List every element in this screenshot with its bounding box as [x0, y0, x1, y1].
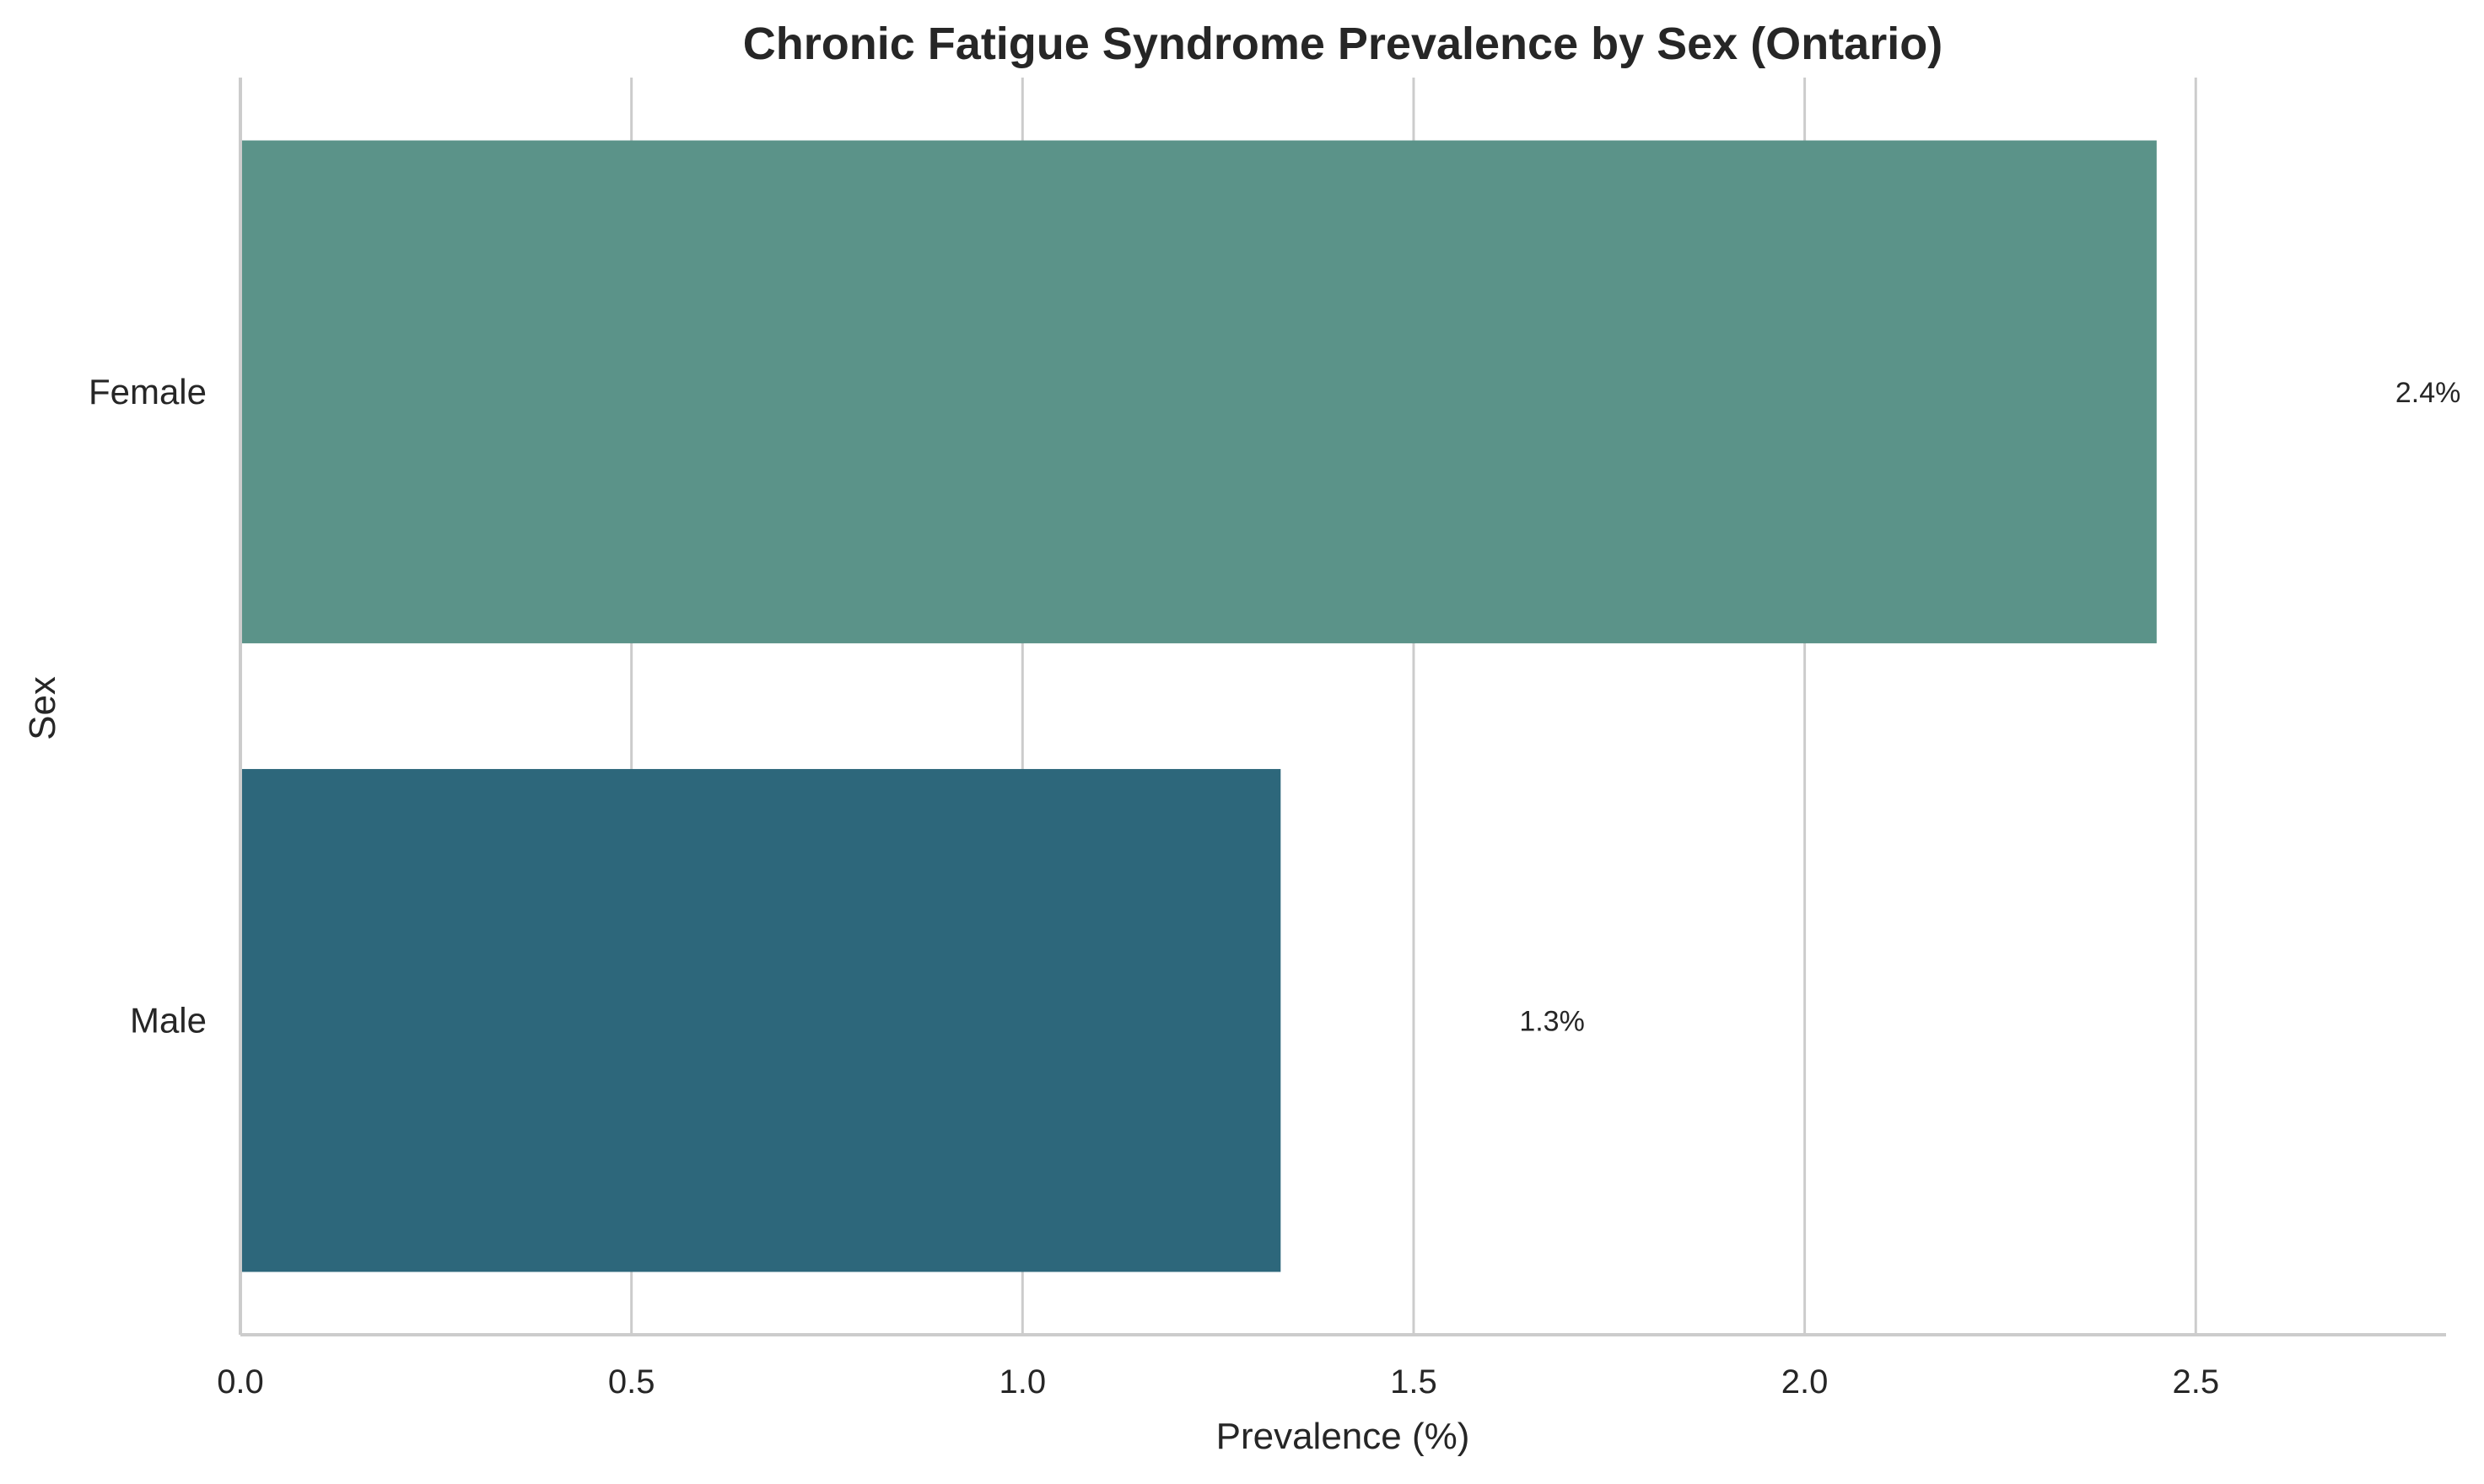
x-axis-title: Prevalence (%) [1216, 1416, 1470, 1457]
axes [239, 78, 2446, 1336]
x-tick-label: 1.5 [1390, 1363, 1437, 1401]
y-tick-label: Male [130, 1000, 207, 1040]
data-labels: 2.4% 1.3% [1519, 377, 2460, 1038]
data-label: 2.4% [2395, 377, 2461, 409]
x-tick-label: 2.0 [1781, 1363, 1829, 1401]
chart-title: Chronic Fatigue Syndrome Prevalence by S… [743, 19, 1942, 69]
x-tick-label: 0.5 [608, 1363, 655, 1401]
bars [240, 140, 2157, 1272]
x-tick-labels: 0.0 0.5 1.0 1.5 2.0 2.5 [217, 1363, 2219, 1401]
bar-female [240, 140, 2157, 643]
y-axis-title: Sex [22, 676, 63, 740]
y-tick-label: Female [89, 372, 207, 411]
y-tick-labels: Female Male [89, 372, 207, 1040]
bar-male [240, 769, 1281, 1272]
x-tick-label: 1.0 [1000, 1363, 1047, 1401]
x-tick-label: 0.0 [217, 1363, 264, 1401]
x-tick-label: 2.5 [2172, 1363, 2219, 1401]
data-label: 1.3% [1519, 1005, 1585, 1037]
